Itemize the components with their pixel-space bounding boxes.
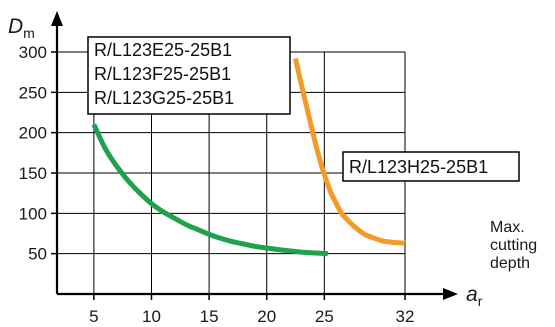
x-tick-label-10: 10 xyxy=(142,307,161,326)
x-tick-label-25: 25 xyxy=(315,307,334,326)
legend-box-single: R/L123H25-25B1 xyxy=(342,151,520,182)
legend-box-group-frame xyxy=(87,36,291,115)
y-tick-label-250: 250 xyxy=(19,83,47,102)
series-line-1 xyxy=(91,123,328,257)
x-tick-label-32: 32 xyxy=(396,307,415,326)
legend-group-line-3: R/L123G25-25B1 xyxy=(94,88,234,108)
y-tick-label-300: 300 xyxy=(19,43,47,62)
legend-group-line-2: R/L123F25-25B1 xyxy=(94,64,231,84)
legend-single-line: R/L123H25-25B1 xyxy=(349,157,488,177)
legend-box-single-frame xyxy=(342,151,520,182)
y-axis-title: Dm xyxy=(8,15,35,41)
x-tick-label-20: 20 xyxy=(257,307,276,326)
note-line-3: depth xyxy=(490,255,530,272)
x-tick-label-15: 15 xyxy=(200,307,219,326)
x-axis-arrow xyxy=(443,288,458,300)
series-line-2 xyxy=(293,57,406,246)
x-axis-title: ar xyxy=(466,283,483,309)
legend-box-group: R/L123E25-25B1 R/L123F25-25B1 R/L123G25-… xyxy=(87,36,291,115)
x-tick-labels: 5 10 15 20 25 32 xyxy=(89,294,414,326)
legend-group-line-1: R/L123E25-25B1 xyxy=(94,40,232,60)
series-group xyxy=(91,57,406,257)
y-tick-label-100: 100 xyxy=(19,204,47,223)
note-line-1: Max. xyxy=(490,219,525,236)
y-tick-label-50: 50 xyxy=(28,245,47,264)
y-axis-arrow xyxy=(51,11,63,26)
y-tick-labels: 50 100 150 200 250 300 xyxy=(19,43,57,264)
axes xyxy=(51,11,458,300)
y-tick-label-200: 200 xyxy=(19,124,47,143)
x-tick-label-5: 5 xyxy=(89,307,98,326)
note-line-2: cutting xyxy=(490,237,537,254)
max-cutting-depth-note: Max. cutting depth xyxy=(490,219,537,272)
y-tick-label-150: 150 xyxy=(19,164,47,183)
